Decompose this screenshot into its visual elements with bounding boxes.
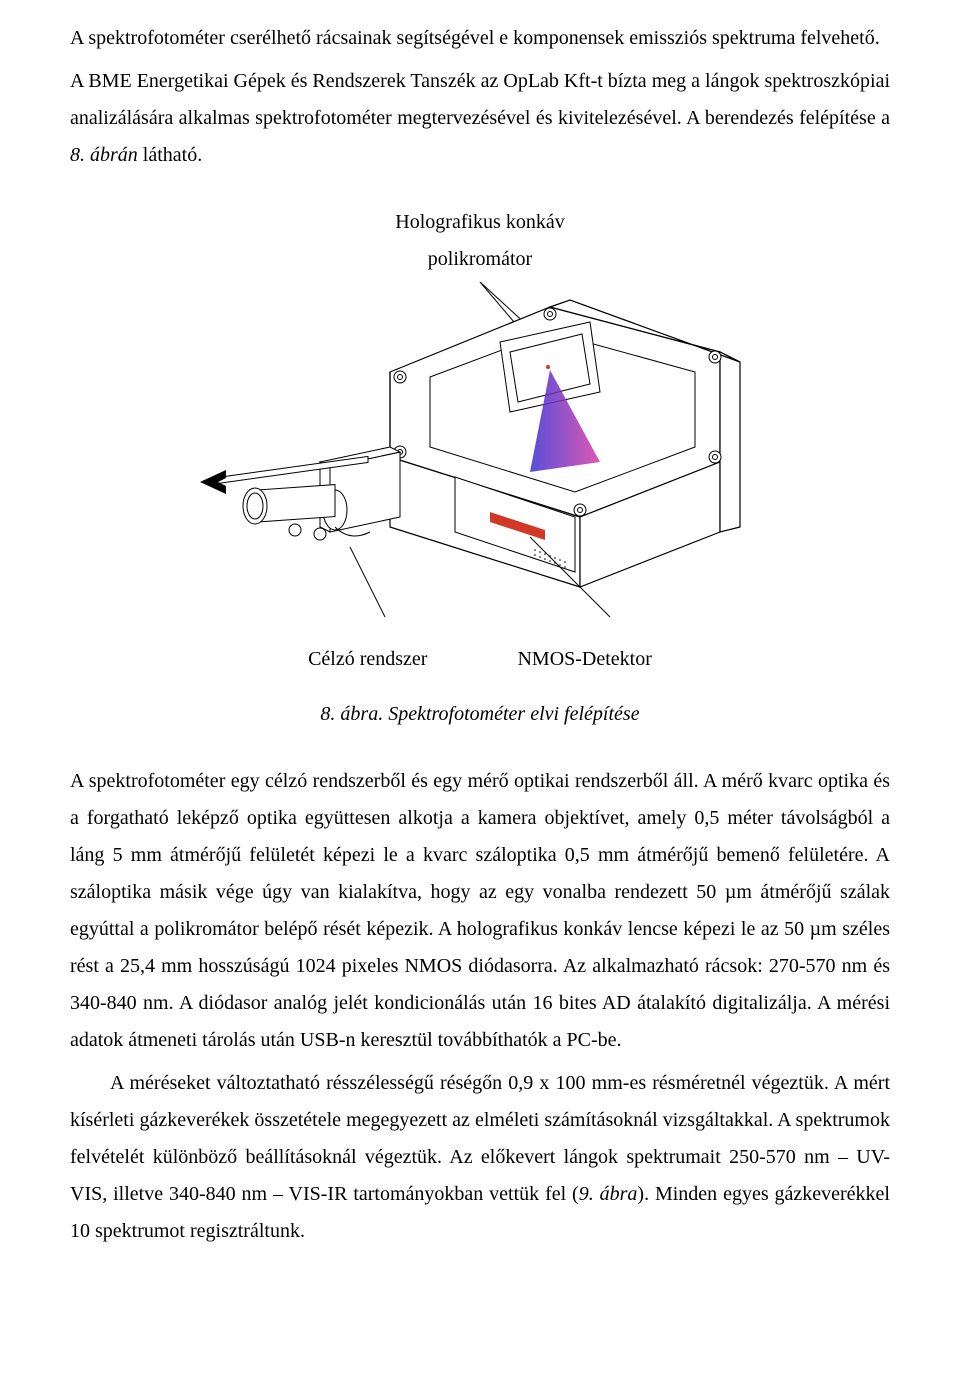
figure-bottom-labels: Célzó rendszer NMOS-Detektor: [70, 641, 890, 678]
spectrophotometer-diagram: [200, 282, 760, 622]
paragraph-1: A spektrofotométer cserélhető rácsainak …: [70, 20, 890, 57]
paragraph-4-em: 9. ábra: [579, 1183, 638, 1205]
figure-label-left: Célzó rendszer: [308, 641, 427, 678]
paragraph-2-post: látható.: [138, 144, 202, 166]
paragraph-3: A spektrofotométer egy célzó rendszerből…: [70, 763, 890, 1059]
paragraph-2: A BME Energetikai Gépek és Rendszerek Ta…: [70, 63, 890, 174]
figure-caption: 8. ábra. Spektrofotométer elvi felépítés…: [70, 696, 890, 733]
figure-label-right: NMOS-Detektor: [517, 641, 651, 678]
paragraph-4: A méréseket változtatható résszélességű …: [70, 1065, 890, 1250]
paragraph-2-em: 8. ábrán: [70, 144, 138, 166]
paragraph-2-pre: A BME Energetikai Gépek és Rendszerek Ta…: [70, 70, 890, 129]
figure-8: Holografikus konkáv polikromátor: [70, 204, 890, 733]
figure-label-top: Holografikus konkáv polikromátor: [70, 204, 890, 278]
